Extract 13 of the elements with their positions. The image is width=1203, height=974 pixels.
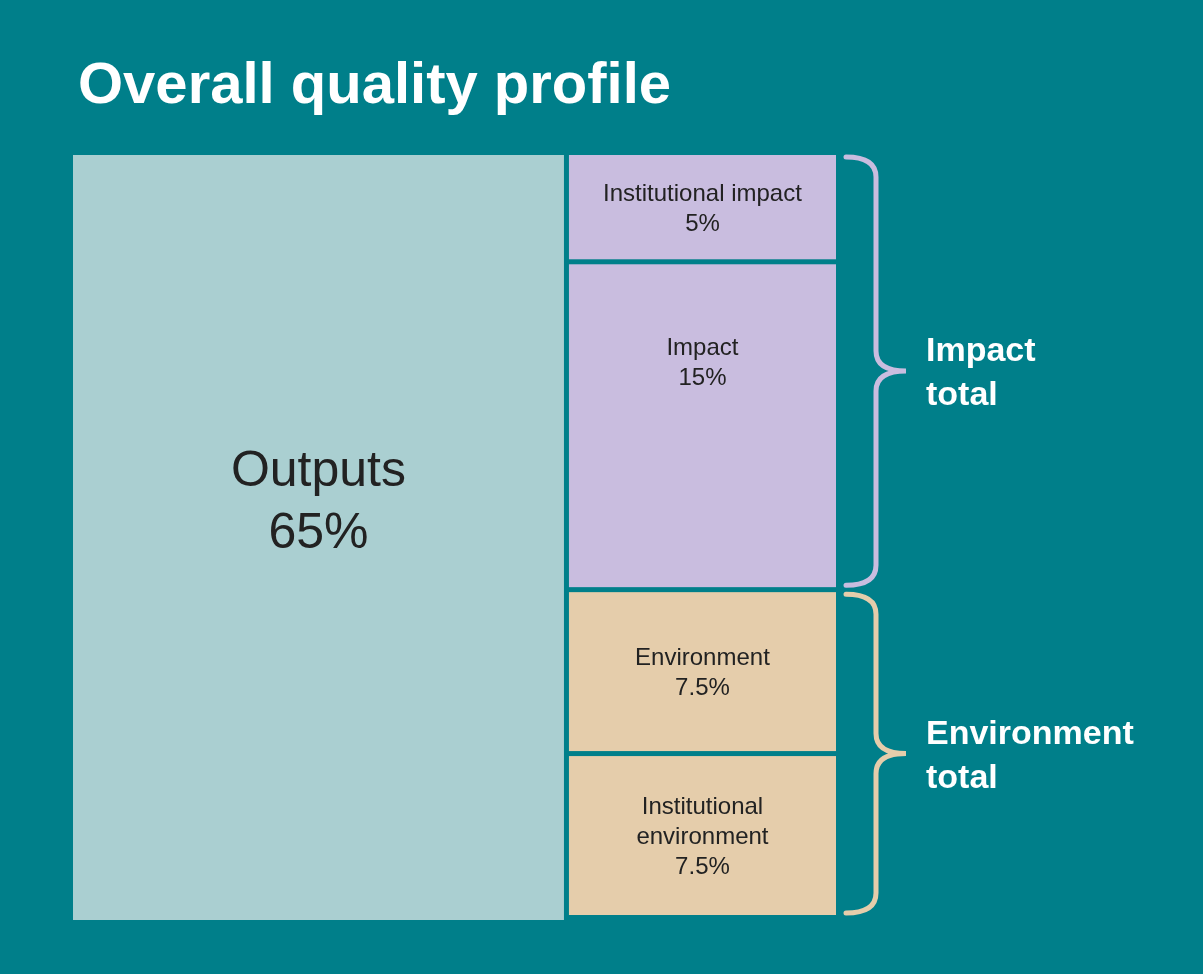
- data-label: 7.5%: [675, 673, 730, 701]
- data-label: 5%: [685, 208, 720, 236]
- data-label: 65%: [268, 503, 369, 559]
- text: Impact total: [926, 330, 1036, 413]
- category-label: Institutional environment: [636, 791, 769, 849]
- category-label: Environment: [635, 643, 771, 671]
- data-label: 15%: [678, 362, 727, 390]
- data-label: 7.5%: [675, 851, 730, 879]
- category-label: Institutional impact: [603, 178, 803, 206]
- category-label: Outputs: [230, 440, 407, 497]
- text: Overall quality profile: [78, 50, 672, 115]
- text: Environment total: [926, 712, 1134, 795]
- category-label: Impact: [666, 332, 739, 360]
